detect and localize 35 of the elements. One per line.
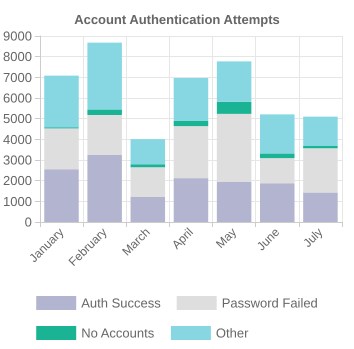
legend-label: Other [216,326,250,340]
y-tick-label: 1000 [3,194,32,209]
y-tick-label: 2000 [3,173,32,188]
y-tick-label: 5000 [3,111,32,126]
bar [130,196,166,222]
bar [87,110,122,115]
bar [44,169,79,222]
x-tick-label: July [300,225,326,250]
bar [216,61,252,102]
y-tick-label: 4000 [3,132,32,147]
legend-label: Password Failed [222,296,318,310]
legend-label: Auth Success [81,296,162,310]
bar [260,154,295,158]
bar [174,120,208,126]
y-tick-label: 8000 [3,49,32,64]
bar [303,116,338,146]
legend-label: No Accounts [81,326,155,340]
bar [130,139,166,164]
bar [216,102,252,114]
bar [260,114,295,154]
y-tick-label: 0 [24,214,32,230]
bar [303,192,338,222]
bar [44,76,79,128]
bar [174,178,208,222]
bar [87,42,122,110]
bar [174,78,208,121]
y-tick-label: 6000 [3,90,32,106]
bar [87,155,122,222]
y-tick-label: 9000 [3,28,32,44]
y-tick-label: 7000 [3,70,32,85]
bar [216,182,252,222]
x-tick-label: May [213,225,240,251]
y-tick-label: 3000 [3,152,32,168]
bar [260,184,295,222]
chart-title: Account Authentication Attempts [74,12,280,27]
